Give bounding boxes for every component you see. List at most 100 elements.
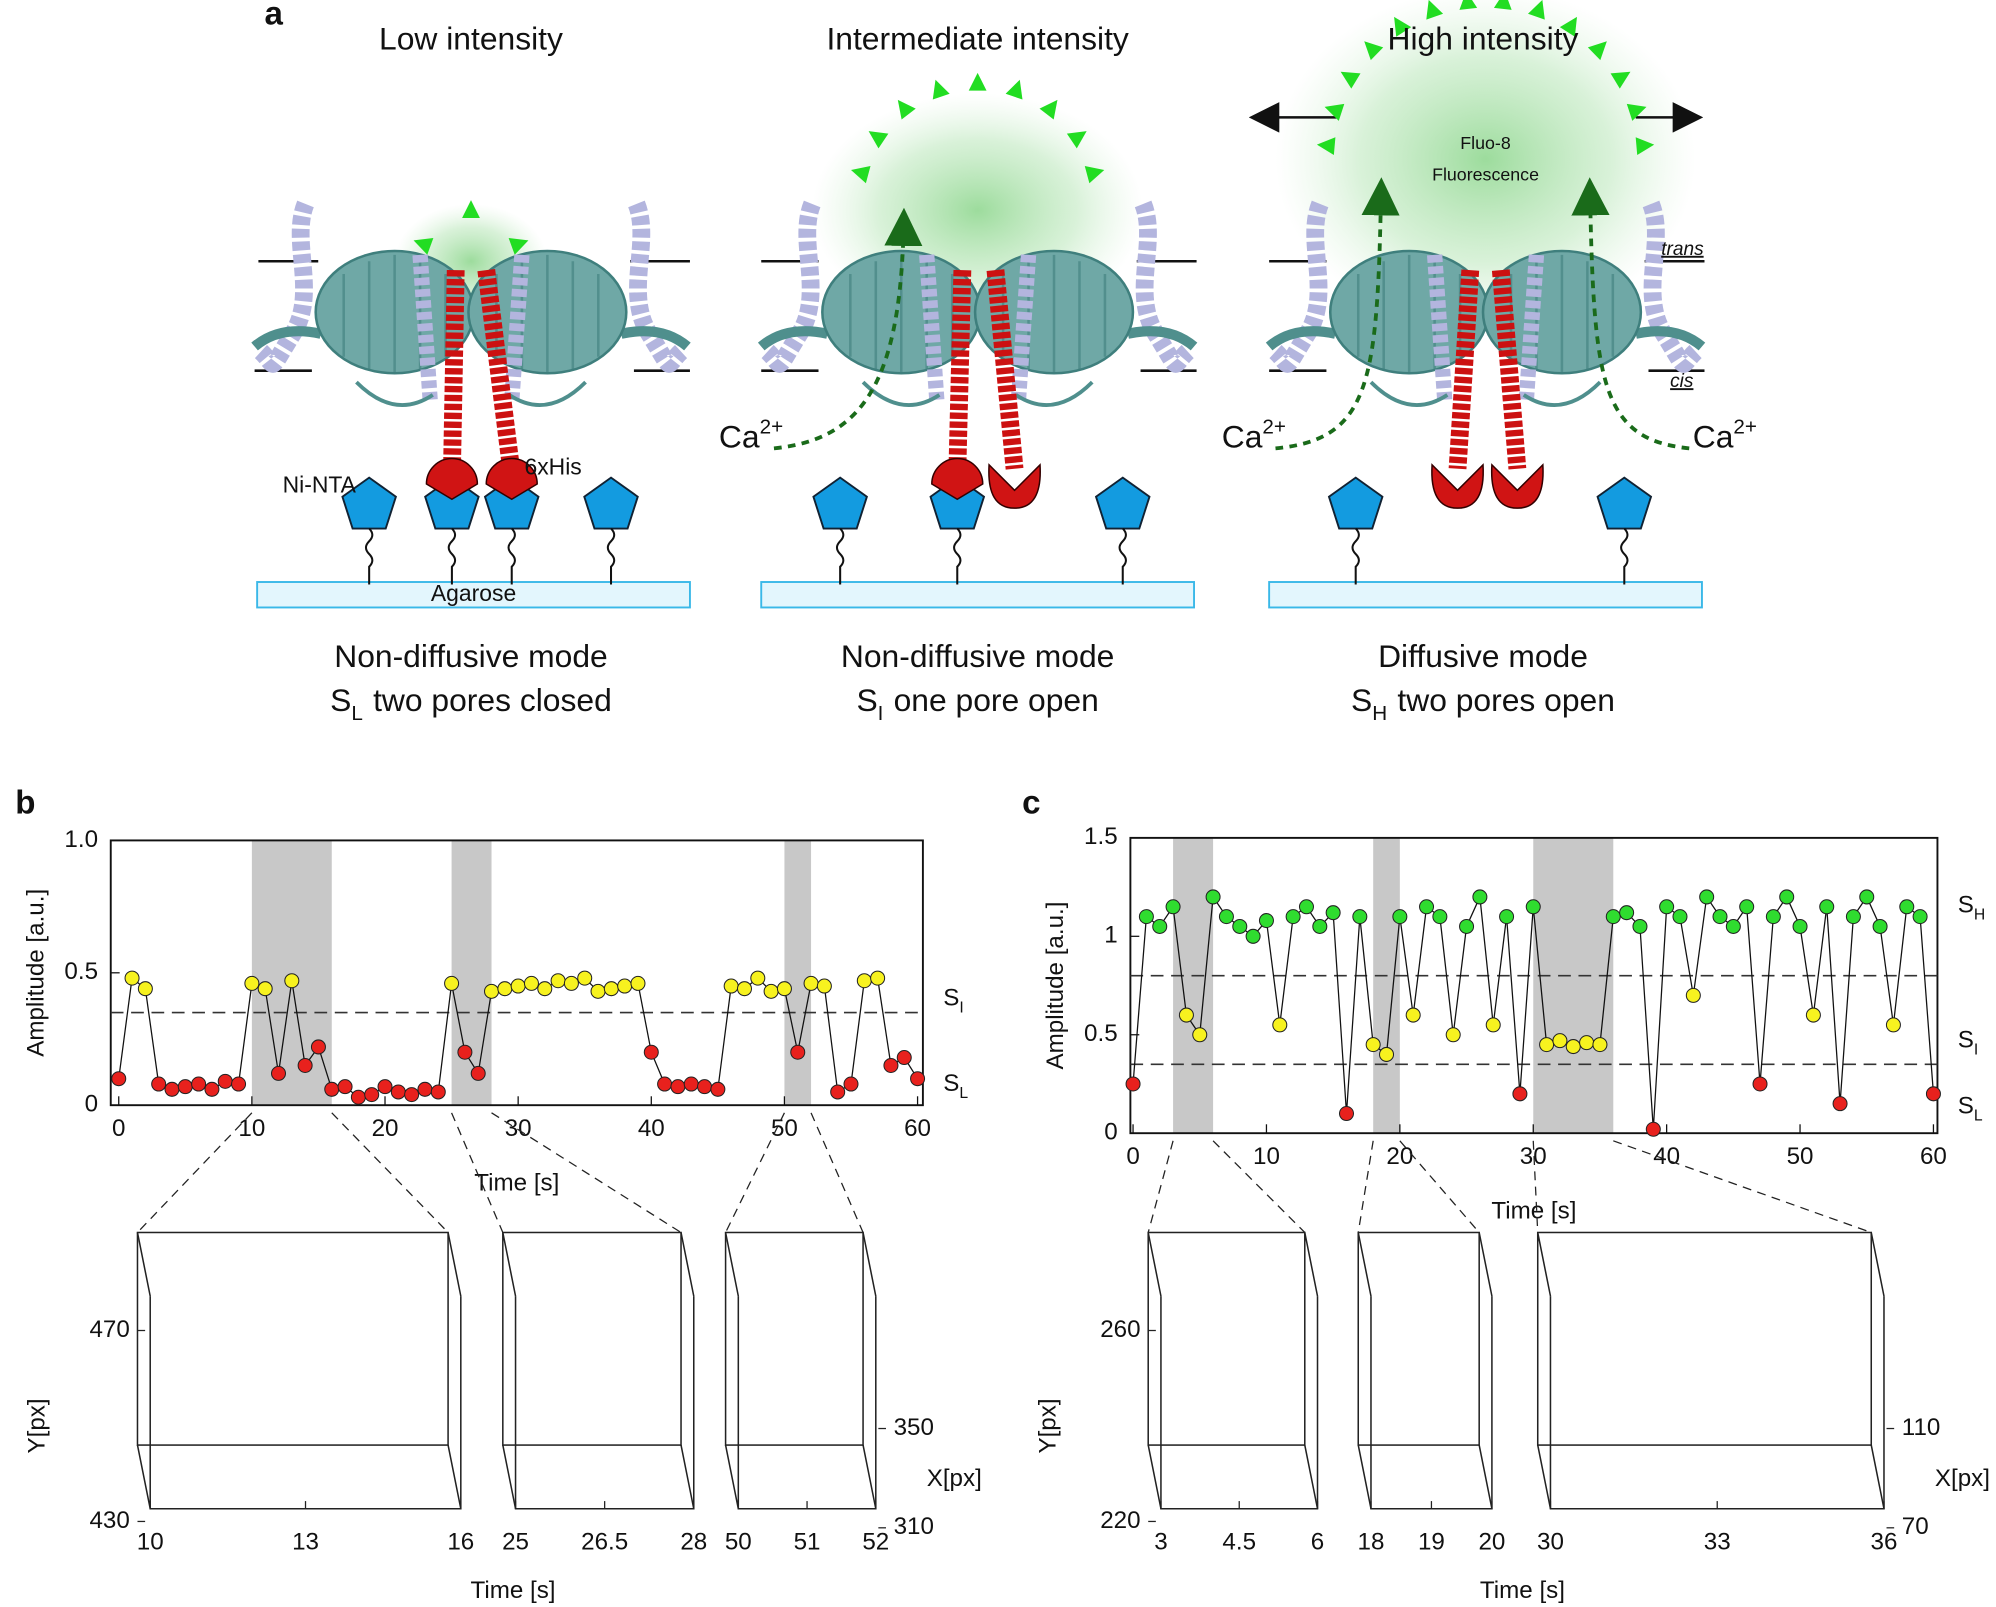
zoom-line xyxy=(450,1112,682,1234)
state-caption-rest: two pores open xyxy=(1397,682,1615,718)
inset-edges xyxy=(1536,1232,1885,1509)
inset-back-face xyxy=(1357,1231,1480,1446)
highlight-window xyxy=(784,840,812,1106)
inset-z-tick-label: 70 xyxy=(1902,1513,1929,1540)
data-point xyxy=(1445,1027,1461,1043)
fluorescence-triangle xyxy=(1324,103,1345,121)
inset-z-title: X[px] xyxy=(1935,1465,1990,1492)
data-point xyxy=(1832,1096,1848,1112)
data-point xyxy=(1539,1037,1555,1053)
inset: 18 19 20 xyxy=(1357,1231,1505,1555)
fluorescence-triangle xyxy=(850,166,871,184)
ni-nta-label: Ni-NTA xyxy=(283,472,357,498)
inset-x-title: Time [s] xyxy=(470,1577,555,1604)
inset-front-face xyxy=(1549,1296,1885,1510)
data-point xyxy=(843,1076,859,1092)
panel-label: c xyxy=(1022,785,1040,822)
data-point xyxy=(803,975,819,991)
data-point xyxy=(337,1079,353,1095)
data-point xyxy=(510,978,526,994)
data-point xyxy=(710,1081,726,1097)
inset-x-tick-label: 33 xyxy=(1704,1528,1731,1555)
inset-x-tick-label: 26.5 xyxy=(581,1528,628,1555)
x-tick-label: 0 xyxy=(1126,1143,1139,1170)
inset-edges xyxy=(502,1232,695,1509)
x-tick-label: 0 xyxy=(112,1115,125,1142)
fluorescence-triangle xyxy=(462,200,480,218)
data-point xyxy=(697,1079,713,1095)
data-point xyxy=(1512,1086,1528,1102)
x-tick-label: 30 xyxy=(505,1115,532,1142)
data-point xyxy=(537,981,553,997)
data-point xyxy=(457,1044,473,1060)
fluorescence-triangle xyxy=(1635,137,1655,156)
highlight-window xyxy=(1373,837,1400,1134)
data-point xyxy=(1885,1017,1901,1033)
data-point xyxy=(1845,909,1861,925)
data-point xyxy=(1779,889,1795,905)
data-point xyxy=(111,1071,127,1087)
highlight-window xyxy=(451,840,492,1106)
fluorescence-triangle xyxy=(1084,166,1105,184)
fluorescence-triangle xyxy=(1005,79,1023,100)
inset: 50 51 52 xyxy=(724,1231,889,1555)
data-point xyxy=(1752,1076,1768,1092)
data-point xyxy=(417,1081,433,1097)
fluorescence-triangle xyxy=(1394,16,1412,37)
data-point xyxy=(870,970,886,986)
highlight-window xyxy=(1533,837,1614,1134)
data-point xyxy=(151,1076,167,1092)
data-point xyxy=(523,975,539,991)
calcium-label-index: 2+ xyxy=(1262,415,1286,438)
inset-x-tick-label: 25 xyxy=(502,1528,529,1555)
data-point xyxy=(816,978,832,994)
inset-front-face xyxy=(737,1296,877,1510)
fluorescence-triangle xyxy=(1559,16,1577,37)
data-point xyxy=(1405,1007,1421,1023)
inset-y-tick-label: 470 xyxy=(89,1316,129,1343)
data-point xyxy=(1645,1121,1661,1137)
inset-back-face xyxy=(1536,1231,1873,1446)
data-point xyxy=(763,983,779,999)
data-point xyxy=(124,970,140,986)
inset-back-face xyxy=(724,1231,864,1446)
data-point xyxy=(1912,909,1928,925)
inset-x-tick-label: 50 xyxy=(725,1528,752,1555)
y-tick-label: 0.5 xyxy=(1084,1020,1118,1047)
data-point xyxy=(1205,889,1221,905)
calcium-label-main: Ca xyxy=(1693,419,1734,455)
data-point xyxy=(1152,918,1168,934)
x-tick-label: 20 xyxy=(1386,1143,1413,1170)
data-point xyxy=(324,1081,340,1097)
x-tick-label: 60 xyxy=(904,1115,931,1142)
inset: 25 26.5 28 xyxy=(502,1231,707,1555)
y-tick-label: 0 xyxy=(85,1091,98,1118)
data-point xyxy=(484,983,500,999)
x-tick-label: 50 xyxy=(771,1115,798,1142)
fluorescence-triangle xyxy=(897,99,916,120)
data-point xyxy=(231,1076,247,1092)
fluorescence-marks xyxy=(413,0,1655,255)
data-point xyxy=(776,981,792,997)
data-point xyxy=(137,981,153,997)
x-tick-label: 40 xyxy=(638,1115,665,1142)
state-caption-index: I xyxy=(878,702,884,725)
data-point xyxy=(1819,899,1835,915)
fluorescence-triangle xyxy=(1039,99,1058,120)
data-point xyxy=(1218,909,1234,925)
calcium-label-index: 2+ xyxy=(760,415,784,438)
data-point xyxy=(350,1089,366,1105)
data-point xyxy=(444,975,460,991)
x-tick-label: 10 xyxy=(238,1115,265,1142)
data-point xyxy=(1805,1007,1821,1023)
plot-frame xyxy=(1129,836,1939,1135)
mode-caption: Diffusive mode xyxy=(1378,638,1588,674)
data-point xyxy=(910,1071,926,1087)
level-label: SI xyxy=(943,985,964,1016)
fluorescence-triangle xyxy=(413,238,434,255)
inset-y-title: Y[px] xyxy=(1034,1398,1061,1453)
data-point xyxy=(617,978,633,994)
data-point xyxy=(830,1084,846,1100)
inset-edges xyxy=(1357,1232,1493,1509)
his-label: 6xHis xyxy=(524,454,581,480)
